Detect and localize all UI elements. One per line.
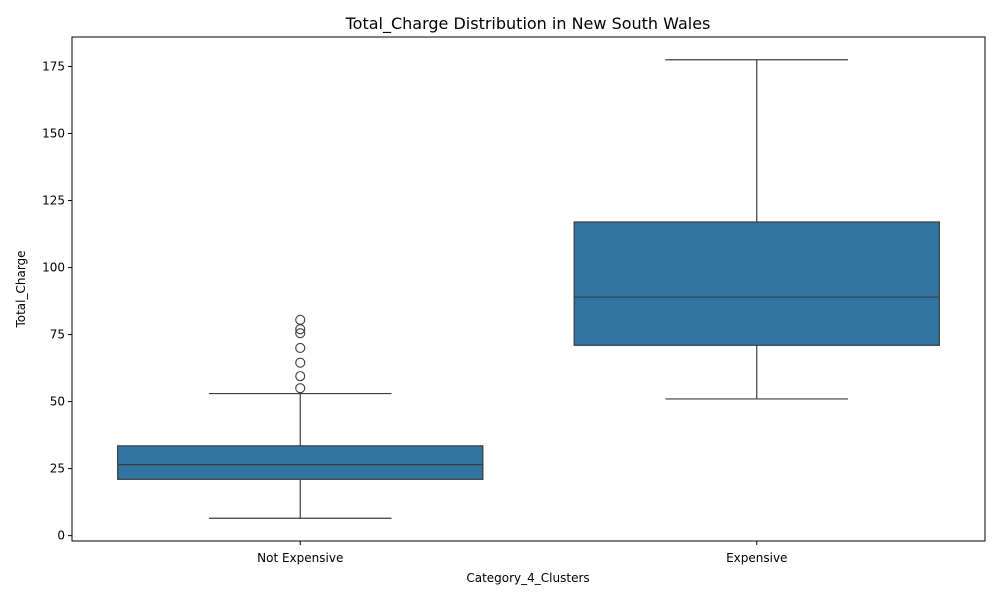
y-tick-label: 25 (50, 462, 65, 476)
y-tick-label: 150 (42, 127, 65, 141)
y-tick-label: 175 (42, 59, 65, 73)
outlier-point (295, 328, 306, 339)
plot-area (117, 59, 940, 519)
outlier-point (295, 342, 306, 354)
outlier-point (295, 371, 306, 382)
plot-frame (71, 36, 986, 542)
outlier-point (295, 314, 306, 325)
box-iqr (117, 445, 484, 480)
x-axis-label: Category_4_Clusters (466, 571, 589, 585)
y-tick-label: 0 (57, 529, 65, 543)
y-axis-label: Total_Charge (14, 250, 28, 328)
outlier-point (295, 383, 306, 394)
box-iqr (573, 221, 940, 346)
x-tick-label: Not Expensive (257, 551, 343, 565)
outlier-point (295, 357, 306, 368)
y-tick-label: 75 (50, 328, 65, 342)
chart-title: Total_Charge Distribution in New South W… (345, 14, 711, 34)
y-tick-label: 100 (42, 261, 65, 275)
y-tick-label: 50 (50, 395, 65, 409)
y-tick-label: 125 (42, 194, 65, 208)
box-expensive (573, 59, 940, 400)
x-tick-label: Expensive (726, 551, 787, 565)
y-axis: 0 25 50 75 100 125 150 175 (42, 59, 72, 543)
box-not-expensive (117, 314, 484, 519)
x-axis: Not Expensive Expensive (257, 541, 787, 565)
